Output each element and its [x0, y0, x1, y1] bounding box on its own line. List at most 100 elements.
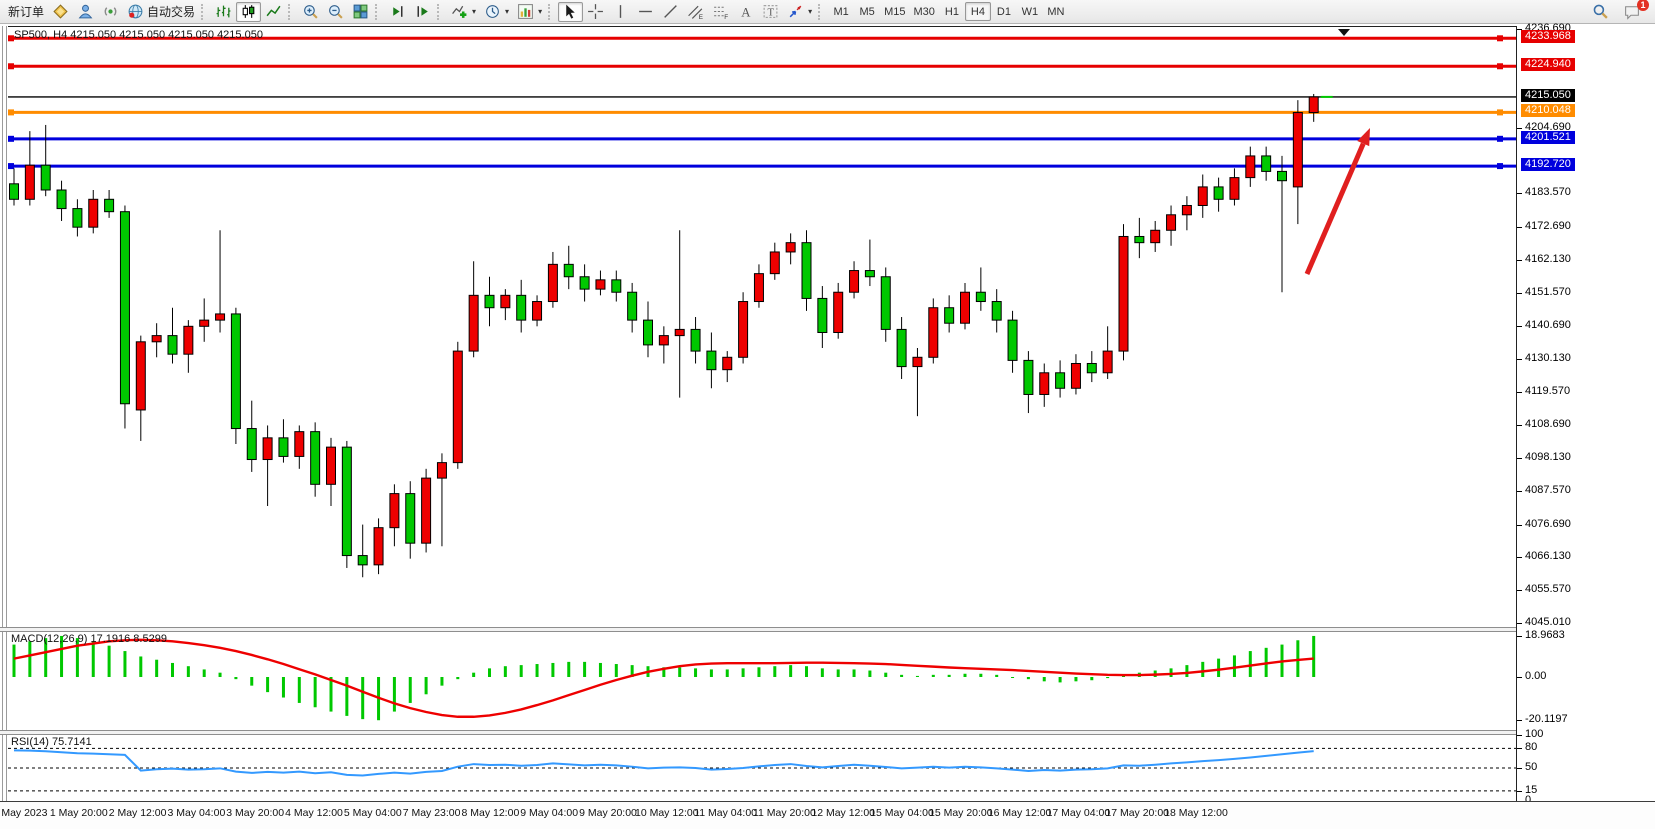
bearish-candle — [405, 493, 416, 544]
line-handle[interactable] — [8, 109, 14, 116]
horizontal-line-icon — [639, 10, 652, 13]
autotrading-button[interactable]: 自动交易 — [123, 2, 199, 22]
broadcast-button[interactable] — [98, 2, 123, 22]
axis-tick-mark — [1517, 193, 1522, 195]
channel-tool-button[interactable]: E — [683, 2, 708, 22]
line-chart-button[interactable] — [261, 2, 286, 22]
trendline-tool-button[interactable] — [658, 2, 683, 22]
horizontal-line-tool-button[interactable] — [633, 2, 658, 22]
timeframe-button-m30[interactable]: M30 — [910, 2, 939, 21]
line-handle[interactable] — [8, 63, 14, 70]
chart-shift-marker[interactable] — [1338, 29, 1350, 36]
axis-tick-mark — [1517, 425, 1522, 427]
fibonacci-tool-button[interactable]: F — [708, 2, 733, 22]
level-line-flag: 4210.048 — [1521, 104, 1575, 118]
bullish-candle — [753, 273, 764, 303]
fibonacci-icon: F — [714, 6, 728, 20]
funds-button[interactable] — [48, 2, 73, 22]
toolbar: 新订单 — [0, 0, 1655, 24]
line-handle[interactable] — [8, 35, 14, 42]
line-handle[interactable] — [1497, 109, 1503, 116]
notifications-button[interactable]: 1 — [1619, 0, 1649, 22]
price-tick-label: 4098.130 — [1525, 451, 1571, 464]
zoom-in-button[interactable] — [298, 2, 323, 22]
zoom-out-button[interactable] — [323, 2, 348, 22]
text-label-tool-button[interactable]: T — [758, 2, 783, 22]
timeframe-button-w1[interactable]: W1 — [1017, 2, 1043, 21]
trend-arrow[interactable] — [1304, 142, 1366, 275]
macd-histogram-bar — [297, 677, 301, 703]
panel-separator[interactable] — [0, 730, 1655, 735]
bullish-candle — [1292, 112, 1303, 188]
new-order-button[interactable]: 新订单 — [4, 2, 48, 22]
axis-tick-mark — [1517, 326, 1522, 328]
auto-scroll-button[interactable] — [385, 2, 410, 22]
text-tool-button[interactable]: A — [733, 2, 758, 22]
line-handle[interactable] — [8, 135, 14, 142]
time-axis-label: 10 May 12:00 — [634, 807, 699, 819]
chart-shift-button[interactable] — [410, 2, 435, 22]
bearish-candle — [104, 198, 115, 213]
macd-label: MACD(12,26,9) 17.1916 8.5299 — [11, 633, 167, 645]
notification-badge: 1 — [1637, 0, 1649, 11]
macd-panel[interactable] — [8, 630, 1516, 730]
search-button[interactable] — [1588, 2, 1613, 22]
time-axis-label: 12 May 12:00 — [811, 807, 876, 819]
arrows-tool-button[interactable]: ▾ — [783, 2, 816, 22]
macd-histogram-bar — [329, 677, 333, 712]
macd-histogram-bar — [155, 659, 159, 677]
bar-chart-button[interactable] — [211, 2, 236, 22]
community-button[interactable] — [73, 2, 98, 22]
rsi-panel[interactable] — [8, 733, 1516, 801]
line-handle[interactable] — [1497, 163, 1503, 170]
candlestick-chart-button[interactable] — [236, 1, 262, 22]
macd-histogram-bar — [900, 674, 904, 677]
bearish-candle — [278, 437, 289, 457]
vertical-line-tool-button[interactable] — [608, 2, 633, 22]
periods-button[interactable]: ▾ — [480, 2, 513, 22]
macd-histogram-bar — [725, 669, 729, 677]
bearish-candle — [579, 276, 590, 290]
axis-tick-mark — [1517, 557, 1522, 559]
timeframe-button-m15[interactable]: M15 — [880, 2, 909, 21]
bearish-candle — [944, 307, 955, 324]
bullish-candle — [215, 313, 226, 321]
rsi-axis-label: 15 — [1525, 783, 1538, 796]
timeframe-button-h1[interactable]: H1 — [939, 2, 965, 21]
crosshair-tool-button[interactable] — [583, 2, 608, 22]
cursor-tool-button[interactable] — [558, 1, 584, 22]
bullish-candle — [151, 335, 162, 343]
timeframe-button-m5[interactable]: M5 — [854, 2, 880, 21]
price-tick-label: 4066.130 — [1525, 550, 1571, 563]
line-handle[interactable] — [1497, 63, 1503, 70]
add-indicator-button[interactable]: ▾ — [447, 2, 480, 22]
macd-histogram-bar — [1058, 677, 1062, 683]
macd-histogram-bar — [488, 668, 491, 677]
axis-tick-mark — [1517, 28, 1522, 30]
panel-separator[interactable] — [0, 627, 1655, 632]
chart-window: SP500, H4 4215.050 4215.050 4215.050 421… — [0, 22, 1655, 829]
main-chart-panel[interactable] — [8, 26, 1516, 628]
price-axis[interactable]: 4236.690 4204.690 4183.570 4172.690 4162.130… — [1516, 22, 1655, 806]
trend-arrow-head[interactable] — [1357, 128, 1370, 147]
bearish-candle — [690, 328, 701, 352]
timeframe-button-m1[interactable]: M1 — [828, 2, 854, 21]
timeframe-button-h4[interactable]: H4 — [964, 2, 991, 21]
axis-tick-mark — [1517, 622, 1522, 624]
line-handle[interactable] — [8, 163, 14, 170]
macd-histogram-bar — [963, 673, 967, 677]
timeframe-button-mn[interactable]: MN — [1043, 2, 1069, 21]
bullish-candle — [199, 319, 210, 327]
tile-windows-button[interactable] — [348, 2, 373, 22]
line-handle[interactable] — [1497, 35, 1503, 42]
line-handle[interactable] — [1497, 135, 1503, 142]
macd-histogram-bar — [456, 677, 460, 680]
timeframe-button-d1[interactable]: D1 — [991, 2, 1017, 21]
bearish-candle — [167, 335, 178, 355]
axis-tick-mark — [1517, 589, 1522, 591]
text-label-icon: T — [763, 5, 778, 19]
templates-button[interactable]: ▾ — [513, 2, 546, 22]
macd-axis-label: 0.00 — [1525, 670, 1547, 682]
